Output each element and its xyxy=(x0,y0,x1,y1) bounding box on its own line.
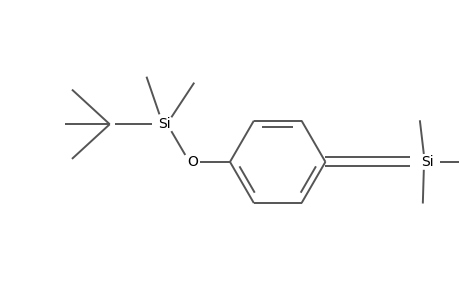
Text: O: O xyxy=(186,155,197,169)
Text: Si: Si xyxy=(158,117,170,131)
Text: Si: Si xyxy=(420,155,433,169)
